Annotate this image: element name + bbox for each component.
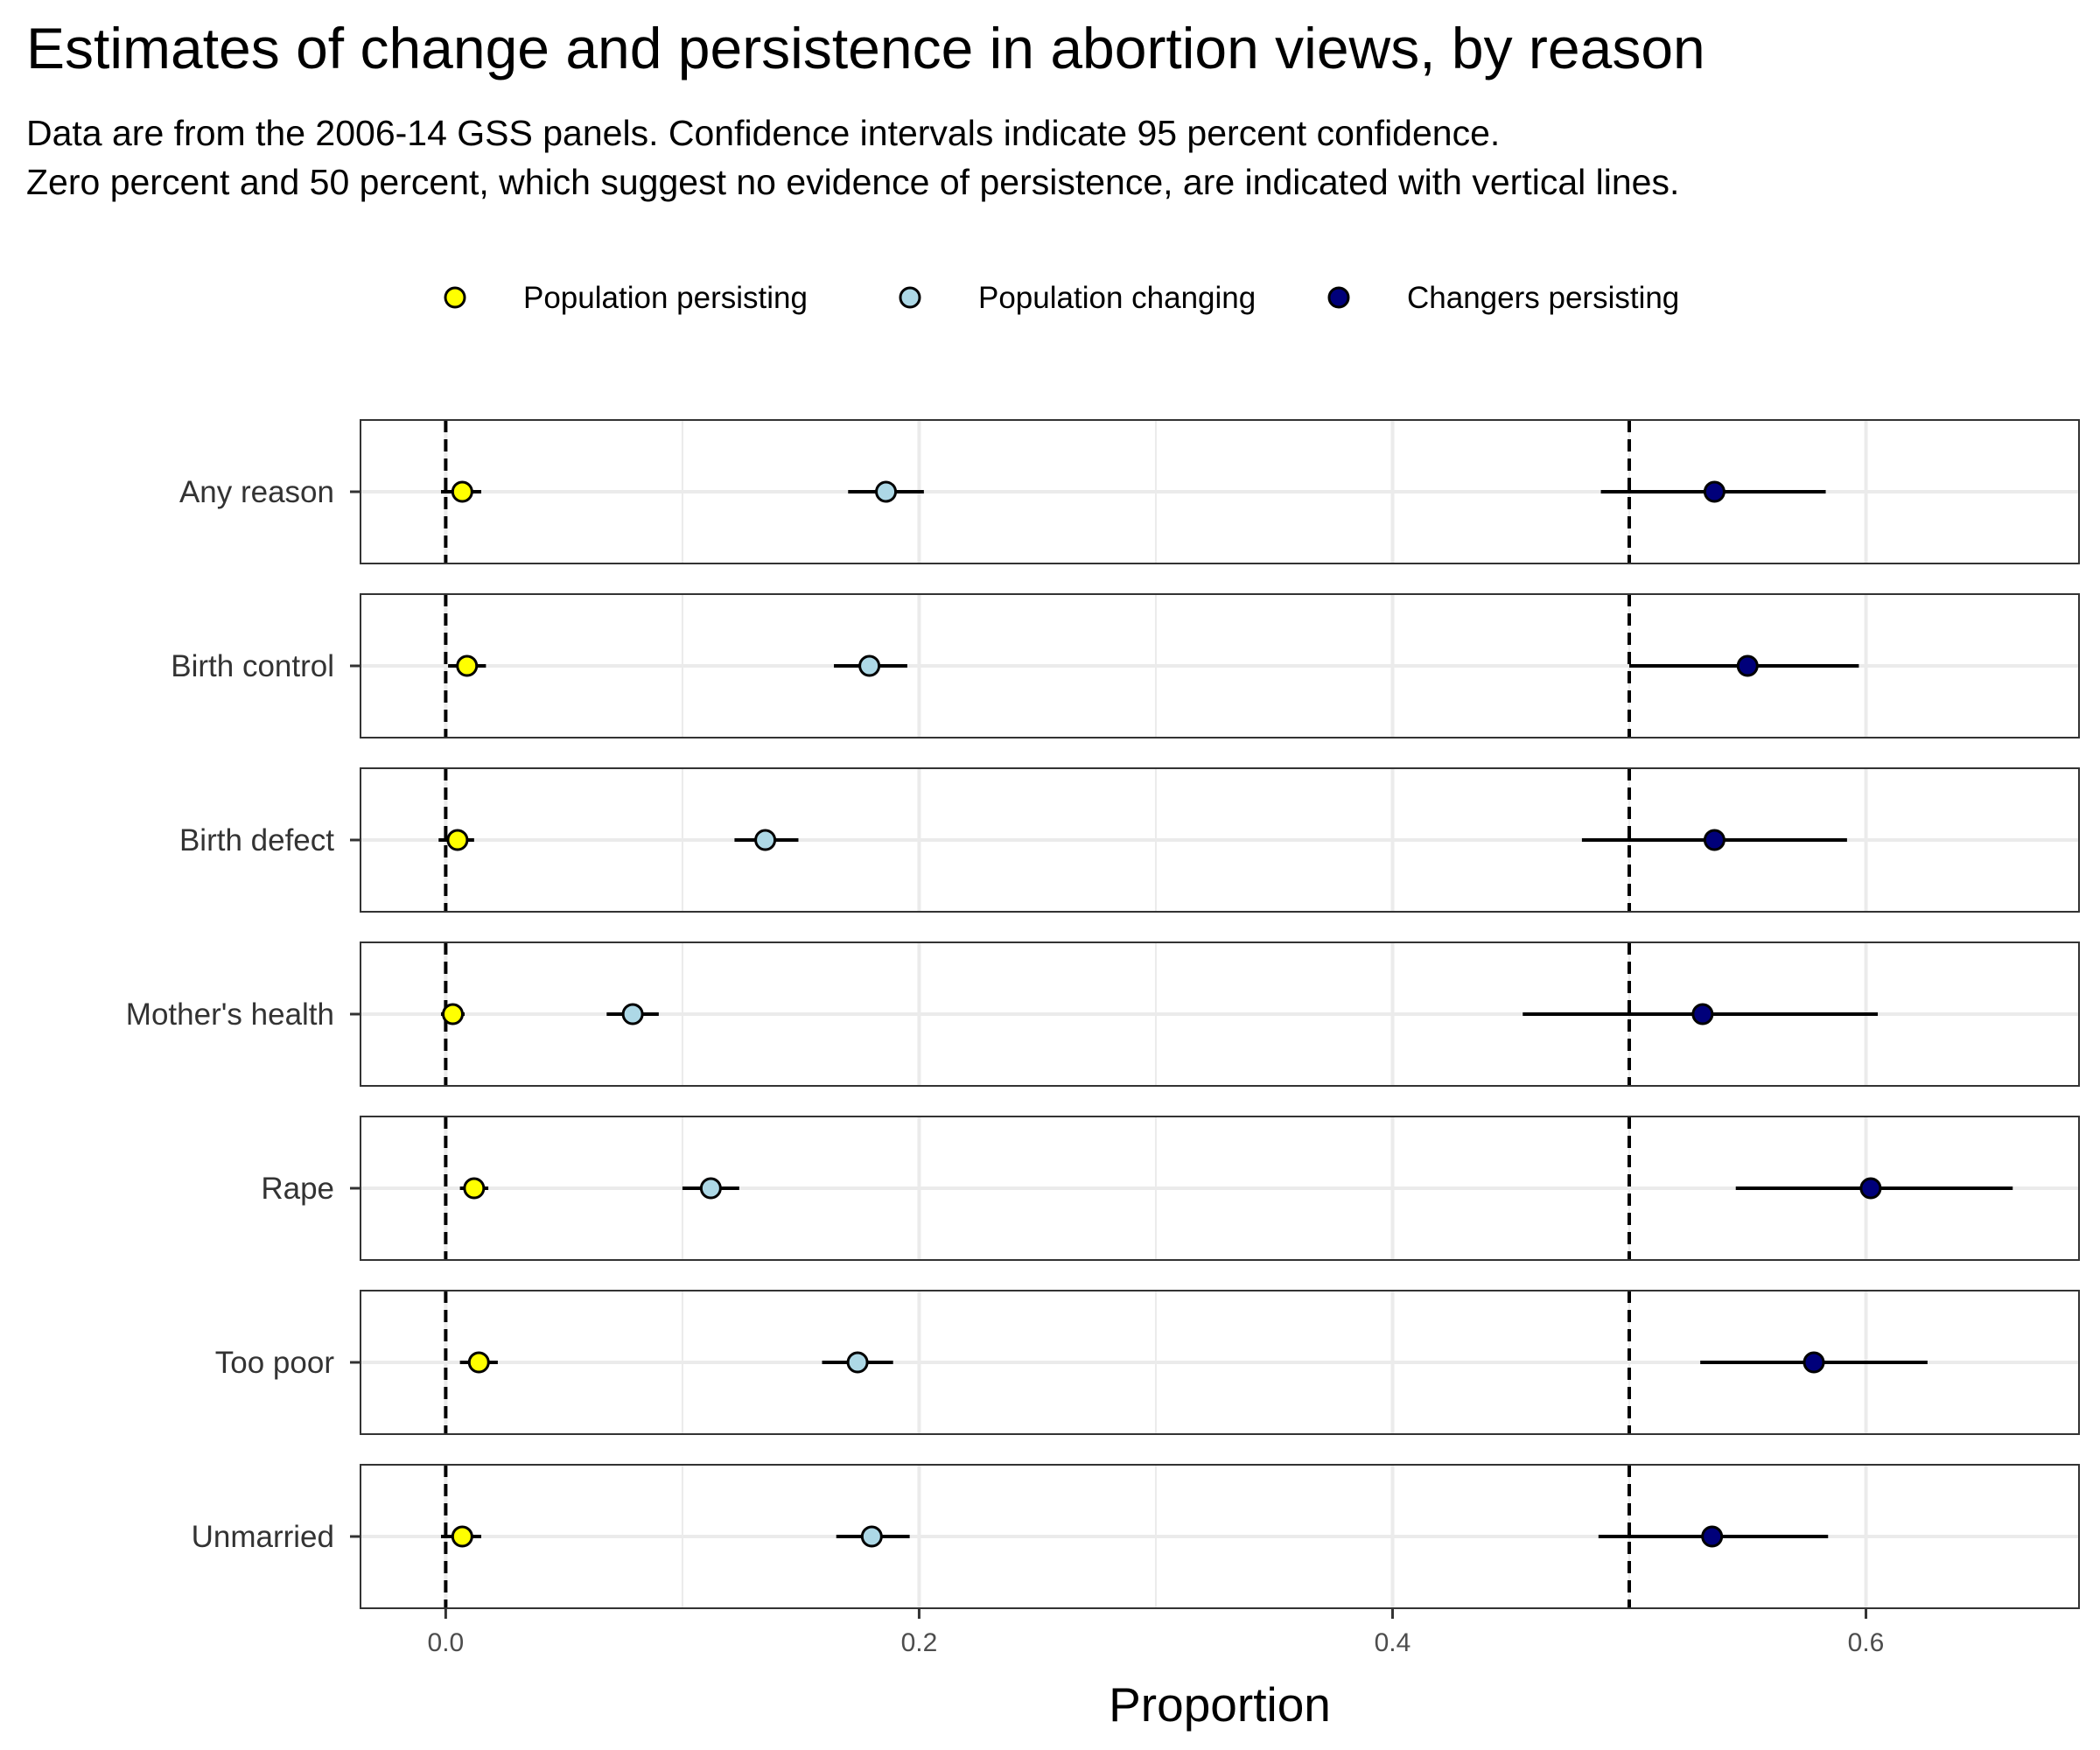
category-label-rape: Rape	[261, 1172, 334, 1206]
panel-birth-control: Birth control	[171, 593, 2080, 738]
legend-label-population-persisting: Population persisting	[523, 281, 808, 315]
legend-marker-population-persisting	[444, 286, 466, 309]
panels: Any reason Birth control Birth defect Mothe…	[126, 419, 2080, 1609]
point-population-persisting-too-poor	[467, 1351, 490, 1374]
point-population-persisting-rape	[463, 1177, 486, 1200]
point-changers-persisting-birth-defect	[1703, 829, 1726, 851]
point-population-persisting-unmarried	[451, 1525, 473, 1548]
panel-unmarried: Unmarried	[192, 1464, 2080, 1609]
point-changers-persisting-birth-control	[1736, 654, 1759, 677]
point-changers-persisting-unmarried	[1701, 1525, 1724, 1548]
point-population-changing-birth-control	[858, 654, 881, 677]
legend-marker-changers-persisting	[1327, 286, 1350, 309]
point-population-changing-birth-defect	[754, 829, 777, 851]
category-label-birth-defect: Birth defect	[179, 823, 334, 858]
point-population-changing-rape	[699, 1177, 722, 1200]
x-tick-label: 0.0	[428, 1628, 465, 1657]
x-tick-label: 0.2	[901, 1628, 938, 1657]
legend-marker-population-changing	[899, 286, 921, 309]
point-population-changing-unmarried	[860, 1525, 883, 1548]
point-population-persisting-mother-s-health	[442, 1003, 465, 1026]
category-label-unmarried: Unmarried	[192, 1520, 334, 1554]
point-changers-persisting-mother-s-health	[1691, 1003, 1714, 1026]
point-population-changing-too-poor	[846, 1351, 869, 1374]
chart-subtitle-line-2: Zero percent and 50 percent, which sugge…	[26, 162, 1679, 202]
x-tick-label: 0.6	[1848, 1628, 1885, 1657]
point-changers-persisting-too-poor	[1802, 1351, 1825, 1374]
legend-label-population-changing: Population changing	[978, 281, 1256, 315]
category-label-any-reason: Any reason	[179, 475, 334, 509]
category-label-birth-control: Birth control	[171, 649, 334, 683]
legend: Population persisting Population changing…	[444, 281, 1679, 315]
panel-mother-s-health: Mother's health	[126, 942, 2080, 1087]
point-changers-persisting-any-reason	[1703, 480, 1726, 503]
panel-any-reason: Any reason	[179, 419, 2080, 564]
x-tick-label: 0.4	[1375, 1628, 1411, 1657]
legend-label-changers-persisting: Changers persisting	[1407, 281, 1679, 315]
chart-subtitle-line-1: Data are from the 2006-14 GSS panels. Co…	[26, 113, 1500, 153]
point-population-changing-any-reason	[875, 480, 898, 503]
category-label-mother-s-health: Mother's health	[126, 998, 334, 1032]
panel-birth-defect: Birth defect	[179, 767, 2080, 913]
point-population-changing-mother-s-health	[621, 1003, 644, 1026]
point-population-persisting-any-reason	[451, 480, 473, 503]
panel-rape: Rape	[261, 1116, 2080, 1261]
point-changers-persisting-rape	[1859, 1177, 1882, 1200]
x-axis-title: Proportion	[1109, 1677, 1331, 1732]
category-label-too-poor: Too poor	[215, 1346, 335, 1380]
panel-too-poor: Too poor	[215, 1290, 2080, 1435]
point-population-persisting-birth-control	[456, 654, 479, 677]
point-population-persisting-birth-defect	[446, 829, 469, 851]
x-axis: 0.0 0.2 0.4 0.6	[428, 1608, 1885, 1657]
chart-title: Estimates of change and persistence in a…	[26, 16, 1705, 80]
